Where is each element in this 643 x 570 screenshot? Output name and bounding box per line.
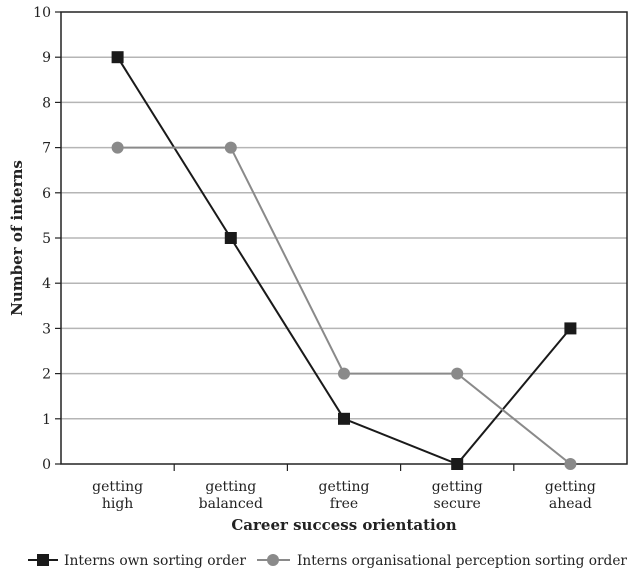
y-tick-label: 2 bbox=[42, 367, 51, 383]
series-line bbox=[116, 56, 572, 466]
data-point-square bbox=[224, 232, 237, 244]
data-point-circle bbox=[564, 458, 577, 470]
legend-item-perception: Interns organisational perception sortin… bbox=[257, 553, 627, 569]
y-tick-label: 8 bbox=[42, 95, 51, 111]
y-tick-label: 3 bbox=[42, 321, 51, 337]
legend-marker-square bbox=[37, 554, 49, 566]
y-tick-label: 9 bbox=[42, 50, 51, 66]
data-point-square bbox=[338, 412, 350, 425]
legend-label-perception: Interns organisational perception sortin… bbox=[297, 553, 627, 569]
x-tick-label: getting high bbox=[92, 479, 143, 512]
data-point-circle bbox=[224, 141, 237, 154]
data-point-circle bbox=[451, 367, 464, 380]
legend-item-own: Interns own sorting order bbox=[28, 553, 246, 569]
y-tick-label: 6 bbox=[42, 186, 51, 202]
data-point-square bbox=[564, 322, 577, 335]
legend: Interns own sorting order Interns organi… bbox=[28, 553, 627, 569]
data-point-square bbox=[451, 458, 464, 470]
series-own bbox=[111, 51, 577, 470]
y-tick-label: 10 bbox=[33, 5, 51, 21]
x-axis-title: Career success orientation bbox=[231, 516, 456, 534]
x-axis: getting high getting balanced getting free get… bbox=[92, 464, 596, 512]
gridlines bbox=[61, 56, 627, 420]
data-point-circle bbox=[111, 141, 124, 154]
y-tick-label: 7 bbox=[42, 141, 51, 157]
y-tick-label: 0 bbox=[42, 457, 51, 473]
y-axis: 0 1 2 3 4 5 6 7 8 9 10 bbox=[33, 5, 61, 473]
series-perception bbox=[111, 141, 577, 470]
x-tick-label: getting ahead bbox=[545, 479, 596, 512]
x-tick-label: getting free bbox=[319, 479, 370, 512]
legend-marker-circle bbox=[267, 554, 279, 566]
data-point-square bbox=[111, 51, 124, 64]
x-tick-label: getting balanced bbox=[199, 479, 263, 512]
x-tick-label: getting secure bbox=[432, 479, 483, 512]
series-layer bbox=[111, 51, 577, 470]
data-point-circle bbox=[338, 367, 350, 380]
y-tick-label: 4 bbox=[42, 276, 51, 292]
y-tick-label: 1 bbox=[42, 412, 51, 428]
y-tick-label: 5 bbox=[42, 231, 51, 247]
y-axis-title: Number of interns bbox=[8, 160, 26, 316]
legend-label-own: Interns own sorting order bbox=[64, 553, 246, 569]
